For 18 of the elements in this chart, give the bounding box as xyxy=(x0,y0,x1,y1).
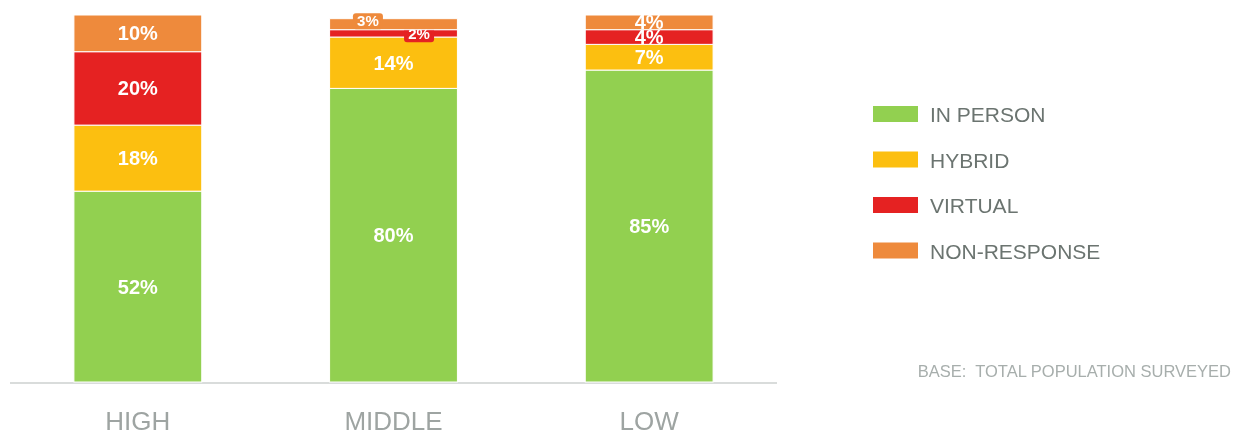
data-label: 3% xyxy=(357,12,379,30)
x-tick-label: MIDDLE xyxy=(344,406,443,434)
data-label: 20% xyxy=(117,77,159,100)
data-label: 14% xyxy=(373,51,414,74)
data-label: 80% xyxy=(373,224,414,247)
data-label: 2% xyxy=(408,25,430,43)
x-tick-label: LOW xyxy=(619,406,680,434)
data-label: 10% xyxy=(117,22,159,45)
legend-label: NON-RESPONSE xyxy=(930,239,1101,263)
legend-label: VIRTUAL xyxy=(930,194,1019,217)
legend-label: HYBRID xyxy=(930,148,1010,172)
text: BASE: TOTAL POPULATION SURVEYED xyxy=(917,362,1232,380)
data-label: 18% xyxy=(117,147,159,170)
data-label: 85% xyxy=(629,215,670,238)
x-tick-label: HIGH xyxy=(105,406,171,434)
legend-label: IN PERSON xyxy=(930,103,1046,126)
data-label: 7% xyxy=(634,46,664,69)
data-label: 52% xyxy=(117,275,159,298)
